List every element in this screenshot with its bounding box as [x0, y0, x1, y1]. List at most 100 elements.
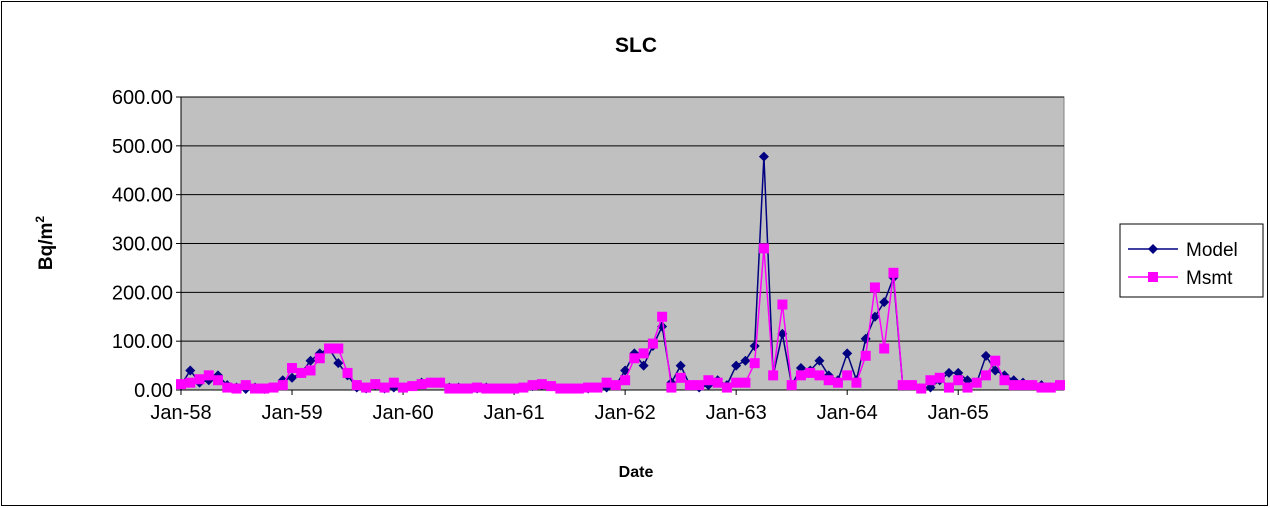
data-point: [684, 380, 695, 391]
data-point: [370, 379, 381, 390]
data-point: [416, 379, 427, 390]
x-tick-label: Jan-62: [595, 402, 656, 424]
data-point: [425, 377, 436, 388]
x-tick-label: Jan-60: [372, 402, 433, 424]
data-point: [314, 353, 325, 364]
data-point: [305, 365, 316, 376]
data-point: [573, 383, 584, 394]
data-point: [351, 380, 362, 391]
y-tick-label: 400.00: [112, 185, 173, 207]
data-point: [333, 343, 344, 354]
data-point: [1008, 380, 1019, 391]
data-point: [731, 377, 742, 388]
data-point: [990, 365, 1001, 376]
data-point: [943, 382, 954, 393]
data-point: [897, 380, 908, 391]
x-tick-label: Jan-58: [150, 402, 211, 424]
data-point: [379, 382, 390, 393]
data-point: [842, 370, 853, 381]
x-tick-label: Jan-61: [484, 402, 545, 424]
data-point: [203, 370, 214, 381]
y-tick-label: 500.00: [112, 136, 173, 158]
x-tick-label: Jan-65: [928, 402, 989, 424]
legend-marker: [1148, 244, 1158, 254]
data-point: [971, 377, 982, 388]
data-point: [814, 355, 825, 366]
data-point: [786, 380, 797, 391]
data-point: [333, 358, 344, 369]
data-point: [953, 375, 964, 386]
data-point: [287, 372, 298, 383]
y-tick-label: 600.00: [112, 87, 173, 109]
data-point: [1036, 382, 1047, 393]
data-point: [814, 370, 825, 381]
data-point: [740, 377, 751, 388]
y-axis-title-text: Bq/m: [36, 223, 57, 271]
data-point: [481, 383, 492, 394]
data-point: [749, 358, 760, 369]
data-point: [805, 367, 816, 378]
data-point: [490, 383, 501, 394]
y-axis-title-sup: 2: [33, 216, 47, 223]
data-point: [943, 367, 954, 378]
data-point: [277, 380, 288, 391]
y-tick-label: 200.00: [112, 282, 173, 304]
data-point: [980, 350, 991, 361]
data-point: [620, 375, 631, 386]
data-point: [906, 380, 917, 391]
data-point: [860, 350, 871, 361]
data-point: [879, 297, 890, 308]
data-point: [777, 299, 788, 310]
data-point: [675, 360, 686, 371]
data-point: [518, 382, 529, 393]
data-point: [851, 377, 862, 388]
data-point: [388, 377, 399, 388]
data-point: [398, 382, 409, 393]
data-point: [694, 380, 705, 391]
data-point: [472, 382, 483, 393]
data-point: [638, 348, 649, 359]
y-tick-label: 100.00: [112, 331, 173, 353]
data-point: [462, 383, 473, 394]
data-point: [1017, 380, 1028, 391]
data-point: [240, 380, 251, 391]
data-point: [823, 375, 834, 386]
y-tick-label: 300.00: [112, 234, 173, 256]
data-point: [555, 383, 566, 394]
y-tick-label: 0.00: [134, 380, 173, 402]
data-point: [758, 151, 769, 162]
data-point: [509, 383, 520, 394]
data-point: [444, 383, 455, 394]
data-point: [629, 353, 640, 364]
x-tick-label: Jan-63: [706, 402, 767, 424]
data-point: [499, 383, 510, 394]
data-point: [185, 377, 196, 388]
data-point: [795, 370, 806, 381]
data-point: [638, 360, 649, 371]
data-point: [1045, 382, 1056, 393]
chart-title: SLC: [615, 34, 657, 57]
data-point: [657, 311, 668, 322]
data-point: [869, 311, 880, 322]
data-point: [305, 355, 316, 366]
legend-label: Msmt: [1186, 268, 1233, 289]
data-point: [888, 267, 899, 278]
data-point: [832, 377, 843, 388]
data-point: [592, 382, 603, 393]
data-point: [185, 365, 196, 376]
data-point: [435, 377, 446, 388]
data-point: [749, 341, 760, 352]
data-point: [980, 370, 991, 381]
data-point: [583, 382, 594, 393]
data-point: [342, 367, 353, 378]
data-point: [250, 383, 261, 394]
data-point: [536, 379, 547, 390]
data-point: [768, 370, 779, 381]
legend-marker: [1148, 272, 1158, 282]
data-point: [712, 377, 723, 388]
data-point: [1055, 380, 1065, 391]
data-point: [740, 355, 751, 366]
legend-box: [1119, 223, 1264, 298]
data-point: [287, 363, 298, 374]
data-point: [564, 383, 575, 394]
